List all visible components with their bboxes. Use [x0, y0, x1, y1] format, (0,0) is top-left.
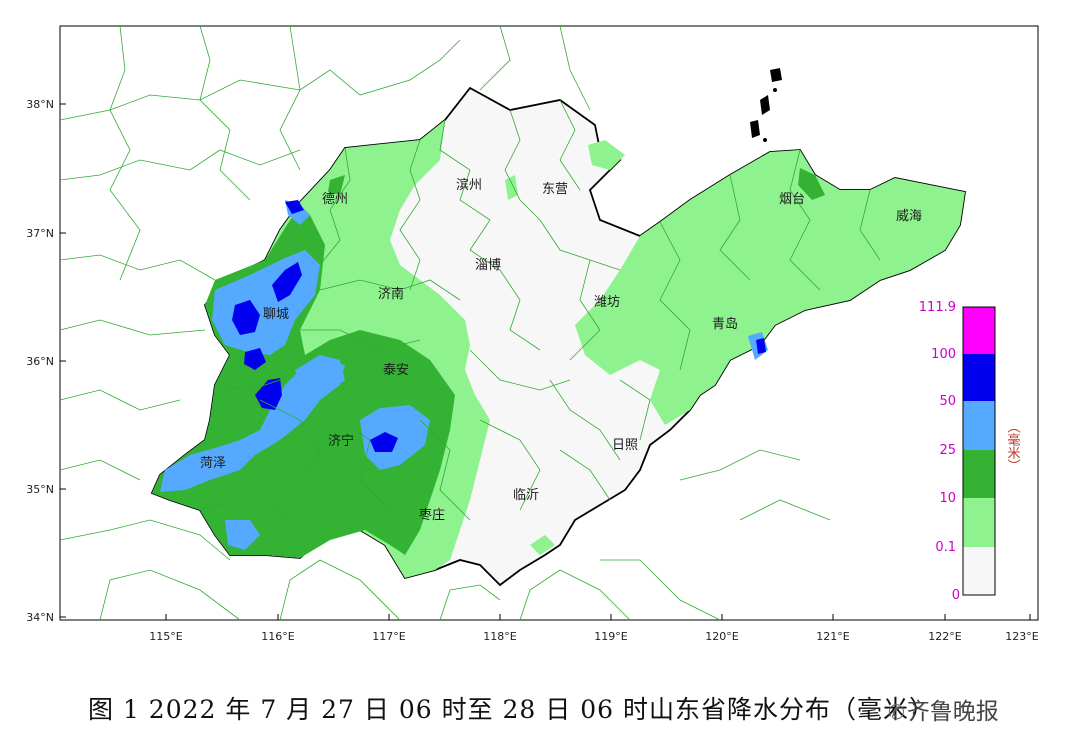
- legend-label: 0: [952, 588, 960, 603]
- city-liaocheng: 聊城: [263, 307, 289, 322]
- city-taian: 泰安: [383, 363, 409, 378]
- city-yantai: 烟台: [779, 192, 805, 207]
- watermark-text: 齐鲁晚报: [906, 699, 999, 725]
- lon-label: 119°E: [594, 630, 627, 643]
- city-weifang: 潍坊: [594, 295, 620, 310]
- lat-label: 38°N: [26, 98, 54, 111]
- legend-swatch-storm: [963, 354, 995, 401]
- figure-caption: 图 1 2022 年 7 月 27 日 06 时至 28 日 06 时山东省降水…: [88, 695, 935, 724]
- legend-label: 111.9: [919, 300, 956, 315]
- axis-ticks: [60, 103, 1031, 620]
- watermark: ✆齐鲁晚报: [888, 692, 999, 726]
- lon-label: 115°E: [149, 630, 182, 643]
- city-dongying: 东营: [542, 182, 568, 197]
- city-jinan: 济南: [378, 286, 404, 302]
- city-dezhou: 德州: [322, 192, 348, 207]
- wechat-icon: ✆: [888, 700, 905, 724]
- legend-label: 100: [931, 347, 956, 362]
- lon-label: 120°E: [705, 630, 738, 643]
- lat-labels: 38°N 37°N 36°N 35°N 34°N: [26, 98, 54, 624]
- city-weihai: 威海: [896, 209, 922, 224]
- lat-label: 35°N: [26, 483, 54, 496]
- city-qingdao: 青岛: [712, 316, 738, 332]
- lat-label: 34°N: [26, 611, 54, 624]
- lon-label: 121°E: [816, 630, 849, 643]
- lon-labels: 115°E 116°E 117°E 118°E 119°E 120°E 121°…: [149, 630, 1038, 643]
- lat-label: 36°N: [26, 355, 54, 368]
- legend-swatch-extreme: [963, 307, 995, 354]
- precipitation-map: 38°N 37°N 36°N 35°N 34°N 115°E 116°E 117…: [26, 25, 1039, 643]
- legend-label: 0.1: [935, 540, 956, 555]
- legend-unit: （毫米）: [1005, 420, 1021, 472]
- legend-label: 50: [939, 394, 956, 409]
- rain-storm-zones: [232, 200, 766, 452]
- city-zibo: 淄博: [475, 258, 501, 273]
- city-rizhao: 日照: [612, 438, 638, 453]
- lon-label: 117°E: [372, 630, 405, 643]
- city-jining: 济宁: [328, 433, 354, 449]
- legend-border: [962, 306, 996, 596]
- city-labels: 德州 滨州 东营 烟台 威海 淄博 济南 聊城 潍坊 青岛 泰安 济宁 菏泽 日…: [200, 177, 922, 523]
- city-heze: 菏泽: [200, 456, 226, 471]
- legend: 111.9 100 50 25 10 0.1 0 （毫米）: [919, 300, 1020, 603]
- legend-swatch-light: [963, 498, 995, 547]
- islands: [750, 68, 782, 142]
- lon-label: 116°E: [261, 630, 294, 643]
- legend-swatch-moderate: [963, 450, 995, 498]
- lon-label: 123°E: [1005, 630, 1038, 643]
- legend-label: 25: [939, 443, 956, 458]
- legend-label: 10: [939, 491, 956, 506]
- city-binzhou: 滨州: [456, 177, 482, 193]
- city-zaozhuang: 枣庄: [419, 507, 445, 523]
- legend-swatch-none: [963, 547, 995, 595]
- lon-label: 122°E: [928, 630, 961, 643]
- lat-label: 37°N: [26, 227, 54, 240]
- outside-boundaries: [59, 25, 831, 621]
- lon-label: 118°E: [483, 630, 516, 643]
- city-linyi: 临沂: [513, 488, 539, 503]
- legend-swatch-heavy: [963, 401, 995, 450]
- county-boundaries: [199, 99, 881, 541]
